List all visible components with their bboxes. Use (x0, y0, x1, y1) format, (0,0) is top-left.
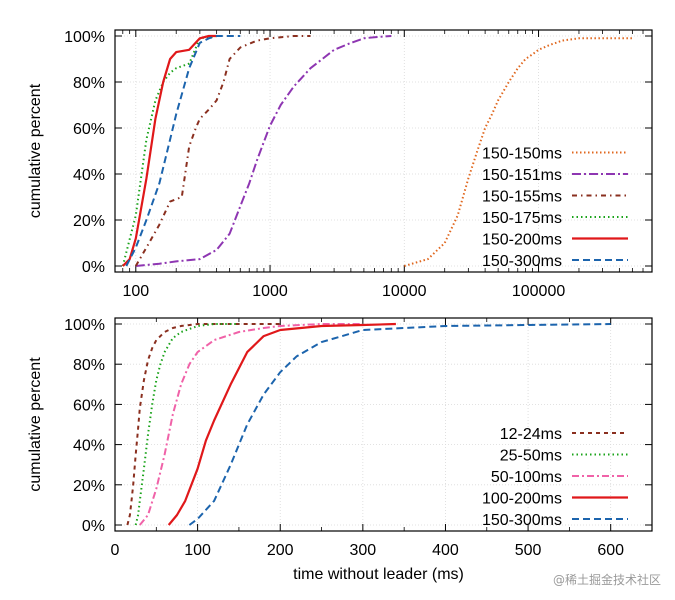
series-line-150-175ms (121, 35, 217, 267)
series-line-150-151ms (135, 35, 392, 267)
y-tick-label: 60% (73, 121, 105, 138)
series-line-150-300ms (125, 35, 241, 267)
series-line-150-300ms (188, 323, 611, 526)
legend-label: 150-151ms (482, 167, 562, 184)
legend-label: 150-300ms (482, 253, 562, 270)
x-axis-label: time without leader (ms) (293, 566, 464, 583)
chart1-group: 100 1000 10000 100000 0% 20% 40% 60% 80% 100% cumu… (27, 29, 653, 300)
legend-label: 150-155ms (482, 189, 562, 206)
y-axis-label: cumulative percent (27, 83, 44, 218)
x-tick-label: 600 (597, 542, 624, 559)
y-tick-label: 100% (64, 317, 105, 334)
x-tick-label: 100000 (512, 283, 565, 300)
y-tick-label: 40% (73, 167, 105, 184)
y-tick-label: 60% (73, 397, 105, 414)
x-tick-label: 1000 (252, 283, 288, 300)
legend-label: 100-200ms (482, 491, 562, 508)
series-line-150-200ms (122, 34, 217, 267)
y-axis-label: cumulative percent (27, 357, 44, 492)
x-tick-label: 100 (184, 542, 211, 559)
watermark-text: @稀土掘金技术社区 (552, 573, 661, 587)
legend-label: 150-300ms (482, 512, 562, 529)
legend-label: 25-50ms (500, 448, 562, 465)
legend-label: 150-150ms (482, 146, 562, 163)
series-line-50-100ms (139, 323, 363, 526)
legend-label: 150-175ms (482, 210, 562, 227)
series-line-150-155ms (134, 35, 311, 267)
y-tick-label: 80% (73, 357, 105, 374)
x-tick-label: 500 (515, 542, 542, 559)
legend-label: 12-24ms (500, 426, 562, 443)
x-tick-label: 200 (267, 542, 294, 559)
y-tick-label: 0% (82, 259, 105, 276)
series-line-25-50ms (134, 323, 239, 526)
y-tick-label: 80% (73, 75, 105, 92)
y-tick-label: 0% (82, 518, 105, 535)
plot-frame (114, 29, 653, 273)
chart2-group: 0 100 200 300 400 500 600 0% 20% 40% 60% 80% 100% cum… (27, 317, 653, 583)
series-line-12-24ms (126, 323, 281, 526)
plot-frame (114, 317, 653, 532)
y-tick-label: 20% (73, 213, 105, 230)
x-tick-label: 0 (111, 542, 120, 559)
y-tick-label: 100% (64, 29, 105, 46)
y-tick-label: 40% (73, 438, 105, 455)
legend-label: 150-200ms (482, 232, 562, 249)
y-tick-label: 20% (73, 478, 105, 495)
x-tick-label: 10000 (382, 283, 427, 300)
x-tick-label: 300 (349, 542, 376, 559)
series-line-100-200ms (167, 322, 396, 526)
x-tick-label: 100 (122, 283, 149, 300)
x-tick-label: 400 (432, 542, 459, 559)
legend-label: 50-100ms (491, 469, 562, 486)
